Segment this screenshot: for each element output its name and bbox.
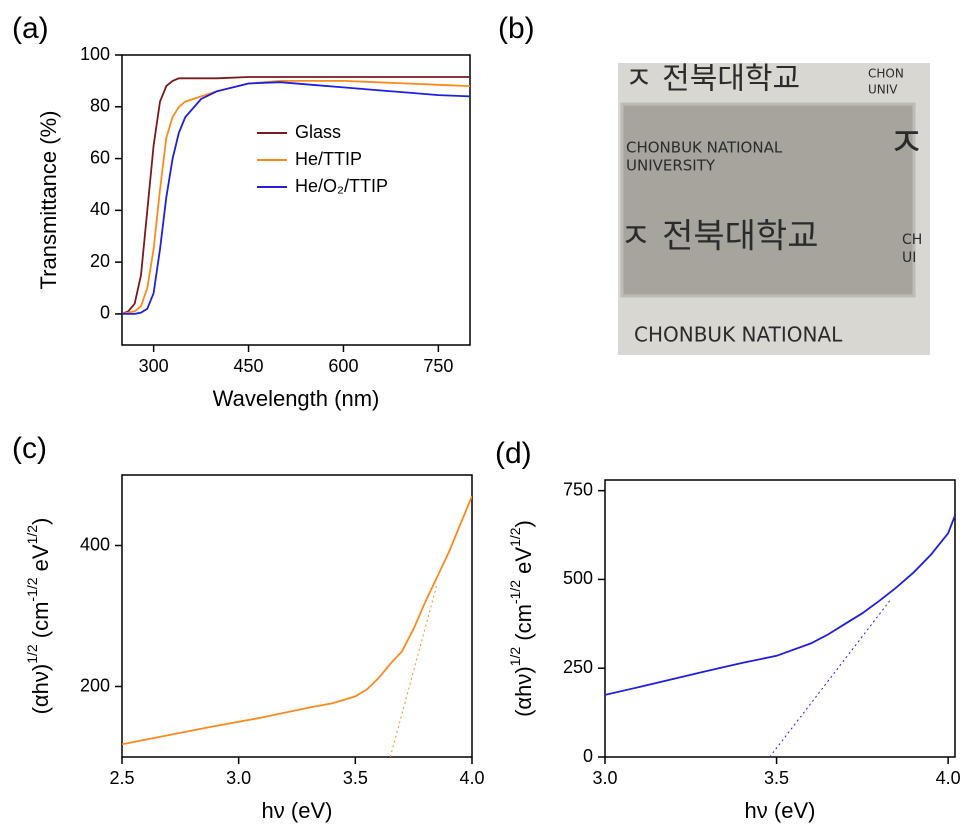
x-axis-label: Wavelength (nm) — [213, 386, 380, 411]
y-axis-label-part: (αhν) — [511, 666, 536, 717]
y-tick-label: 750 — [563, 479, 593, 499]
photo-panel: (b) ㅈ 전북대학교 CHON UNIV CHONBUK NATIONAL U… — [498, 12, 930, 355]
x-tick-label: 450 — [234, 356, 264, 376]
data-line — [605, 515, 955, 696]
plot-frame — [121, 474, 473, 758]
data-line — [122, 76, 470, 315]
photo-text: ㅈ 전북대학교 — [625, 62, 800, 97]
y-axis-label-part: 1/2 — [24, 644, 40, 664]
panel-label: (a) — [12, 12, 49, 45]
y-axis-label-part: (cm — [28, 602, 53, 645]
y-tick-label: 200 — [80, 675, 110, 695]
photo-text: CH — [902, 232, 922, 248]
chart-panel: (a) 300 450 600 750 0 20 40 60 80 100 Wavelength (n… — [12, 12, 471, 411]
x-tick-label: 3.5 — [764, 768, 789, 788]
y-tick-label: 250 — [563, 657, 593, 677]
y-axis-label: Transmittance (%) — [36, 111, 61, 290]
y-tick-label: 20 — [90, 251, 110, 271]
glass-slide — [620, 102, 916, 298]
y-axis-label: (αhν)1/2 (cm-1/2 eV1/2) — [507, 520, 536, 717]
x-tick-label: 300 — [139, 356, 169, 376]
x-tick-label: 750 — [423, 356, 453, 376]
y-axis-label-part: -1/2 — [24, 577, 40, 601]
y-tick-label: 0 — [100, 303, 110, 323]
plot-frame — [121, 54, 471, 346]
photo-text: UNIV — [868, 83, 898, 97]
photo-text: CHON — [868, 67, 904, 81]
y-axis-label-part: eV — [28, 544, 53, 577]
legend-label: Glass — [295, 122, 341, 142]
y-tick-label: 100 — [80, 44, 110, 64]
y-axis-label-part: ) — [28, 518, 53, 525]
photo-text: ㅈ 전북대학교 — [620, 217, 819, 257]
y-axis-label: (αhν)1/2 (cm-1/2 eV1/2) — [24, 518, 53, 715]
x-tick-label: 2.5 — [109, 768, 134, 788]
panel-label: (c) — [12, 432, 47, 465]
x-tick-label: 3.5 — [343, 768, 368, 788]
y-axis-label-part: 1/2 — [507, 647, 523, 667]
x-tick-label: 3.0 — [226, 768, 251, 788]
y-tick-label: 60 — [90, 147, 110, 167]
panel-label: (d) — [495, 437, 532, 470]
data-line — [122, 81, 470, 315]
extrapolation-line — [389, 584, 438, 757]
x-tick-label: 4.0 — [936, 768, 961, 788]
data-line — [122, 495, 472, 746]
y-axis-label-part: 1/2 — [507, 527, 523, 547]
legend-label: He/O₂/TTIP — [295, 176, 388, 196]
photo-text: UI — [902, 250, 916, 266]
y-axis-label-part: ) — [511, 520, 536, 527]
x-tick-label: 4.0 — [459, 768, 484, 788]
y-tick-label: 500 — [563, 568, 593, 588]
y-axis-label-part: (αhν) — [28, 664, 53, 715]
y-tick-label: 40 — [90, 199, 110, 219]
y-tick-label: 80 — [90, 96, 110, 116]
extrapolation-line — [769, 600, 891, 757]
legend-label: He/TTIP — [295, 149, 362, 169]
data-line — [122, 80, 470, 315]
plot-frame — [604, 479, 956, 758]
y-tick-label: 400 — [80, 534, 110, 554]
photo-text: ㅈ — [888, 120, 925, 166]
x-axis-label: hν (eV) — [745, 798, 816, 823]
y-tick-label: 0 — [583, 746, 593, 766]
x-tick-label: 600 — [328, 356, 358, 376]
x-tick-label: 3.0 — [592, 768, 617, 788]
panel-label: (b) — [498, 12, 535, 45]
y-axis-label-part: -1/2 — [507, 580, 523, 604]
y-axis-label-part: eV — [511, 547, 536, 580]
photo-text: UNIVERSITY — [626, 157, 716, 175]
y-axis-label-part: 1/2 — [24, 525, 40, 545]
photo-text: CHONBUK NATIONAL — [634, 323, 843, 347]
y-axis-label-part: (cm — [511, 604, 536, 647]
photo-text: CHONBUK NATIONAL — [626, 139, 783, 157]
x-axis-label: hν (eV) — [262, 798, 333, 823]
